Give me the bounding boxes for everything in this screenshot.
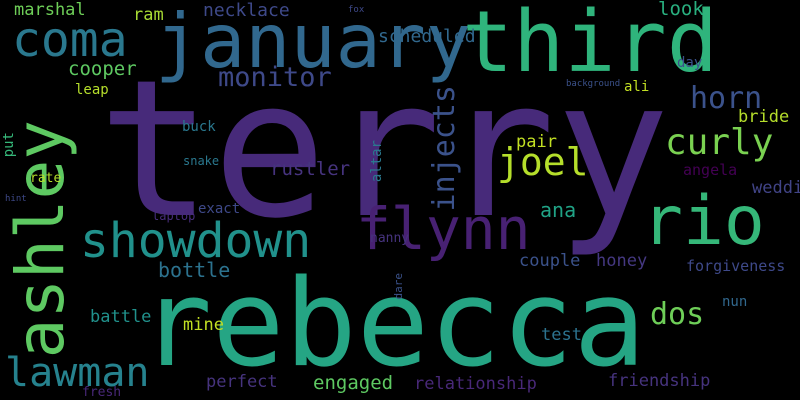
word-angela: angela (683, 161, 738, 179)
word-marshal: marshal (14, 0, 86, 20)
word-flynn: flynn (356, 195, 531, 263)
word-laptop: laptop (152, 209, 196, 223)
word-ana: ana (540, 198, 577, 222)
word-friendship: friendship (608, 371, 711, 391)
word-injects: injects (427, 85, 462, 212)
word-showdown: showdown (80, 213, 312, 269)
word-rio: rio (642, 182, 765, 261)
word-hint: hint (5, 194, 27, 204)
word-ashley: ashley (2, 120, 79, 359)
word-look: look (658, 0, 704, 20)
word-relationship: relationship (414, 374, 537, 394)
word-lawman: lawman (5, 350, 150, 396)
word-january: january (155, 0, 472, 85)
word-forgiveness: forgiveness (686, 257, 786, 275)
word-battle: battle (90, 307, 152, 327)
word-altar: altar (369, 140, 385, 183)
word-leap: leap (75, 82, 109, 98)
word-honey: honey (596, 251, 648, 271)
word-horn: horn (690, 81, 763, 116)
word-test: test (541, 325, 582, 345)
word-scheduled: scheduled (378, 26, 476, 47)
word-background: background (566, 79, 621, 89)
word-dos: dos (650, 297, 705, 332)
word-ali: ali (624, 79, 650, 95)
word-rate: rate (30, 171, 62, 186)
word-cooper: cooper (68, 58, 137, 80)
word-bride: bride (738, 107, 790, 127)
word-joel: joel (497, 140, 589, 184)
word-ram: ram (133, 5, 164, 25)
word-pair: pair (516, 132, 557, 152)
word-put: put (1, 132, 17, 158)
word-rebecca: rebecca (140, 255, 646, 394)
word-necklace: necklace (203, 0, 290, 21)
word-exact: exact (198, 201, 241, 217)
word-third: third (462, 0, 718, 92)
word-perfect: perfect (206, 372, 278, 392)
word-buck: buck (182, 119, 216, 135)
word-wedding: wedding (752, 178, 800, 198)
word-bottle: bottle (158, 258, 231, 282)
word-nanny: nanny (370, 231, 410, 246)
word-fresh: fresh (82, 385, 122, 400)
word-fox: fox (348, 5, 365, 15)
word-curly: curly (665, 122, 774, 163)
word-engaged: engaged (313, 372, 394, 394)
word-dare: dare (392, 273, 405, 300)
word-monitor: monitor (218, 62, 332, 93)
word-coma: coma (12, 12, 128, 68)
word-mine: mine (183, 315, 224, 335)
word-day: day (677, 55, 703, 71)
word-nun: nun (722, 294, 748, 310)
word-couple: couple (519, 251, 581, 271)
word-snake: snake (183, 154, 220, 168)
word-terry: terry (98, 39, 670, 260)
word-rustler: rustler (270, 158, 351, 180)
